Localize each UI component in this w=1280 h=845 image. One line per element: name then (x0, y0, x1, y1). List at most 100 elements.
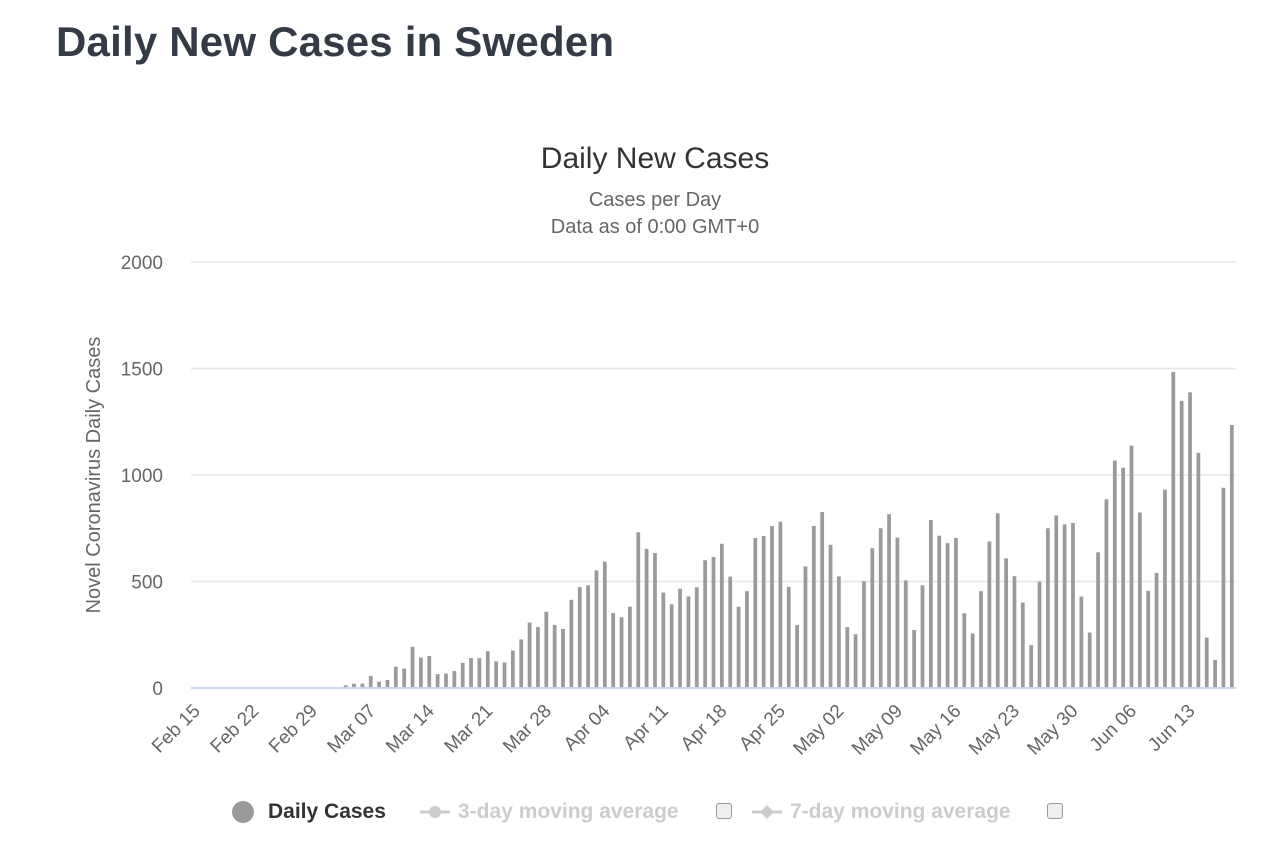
bar[interactable] (987, 541, 992, 688)
bar[interactable] (1154, 572, 1159, 688)
bar[interactable] (653, 552, 657, 688)
bar[interactable] (761, 535, 766, 688)
bar[interactable] (1213, 659, 1217, 688)
bar[interactable] (1046, 528, 1050, 688)
bar[interactable] (753, 538, 758, 688)
bar[interactable] (1062, 524, 1067, 688)
bar[interactable] (694, 587, 699, 688)
bar[interactable] (1196, 452, 1201, 688)
bar[interactable] (1121, 467, 1126, 688)
bar[interactable] (1104, 499, 1109, 688)
bar[interactable] (410, 646, 415, 688)
bar[interactable] (770, 526, 774, 688)
bar[interactable] (594, 570, 599, 688)
bar[interactable] (1096, 552, 1100, 688)
bar[interactable] (427, 656, 432, 688)
bar[interactable] (862, 581, 866, 688)
bar[interactable] (352, 683, 356, 688)
bar[interactable] (786, 586, 791, 688)
bar[interactable] (569, 599, 574, 688)
bar[interactable] (1020, 602, 1025, 688)
bar[interactable] (1037, 581, 1042, 688)
bar[interactable] (644, 548, 649, 688)
bar[interactable] (1171, 372, 1176, 688)
bar[interactable] (1004, 558, 1008, 688)
bar[interactable] (745, 591, 749, 688)
bar[interactable] (577, 587, 582, 688)
bar[interactable] (1012, 576, 1017, 688)
checkbox-3-day-average[interactable] (716, 803, 732, 819)
bar[interactable] (928, 519, 933, 688)
bar[interactable] (703, 560, 708, 688)
bar[interactable] (778, 521, 783, 688)
bar[interactable] (419, 657, 423, 688)
bar[interactable] (937, 535, 942, 688)
bar[interactable] (385, 679, 390, 688)
bar[interactable] (811, 525, 816, 688)
bar[interactable] (686, 596, 691, 688)
bar[interactable] (803, 566, 808, 688)
bar[interactable] (845, 627, 850, 688)
bar[interactable] (970, 633, 975, 688)
bar[interactable] (828, 544, 833, 688)
bar[interactable] (711, 557, 716, 688)
bar[interactable] (1071, 522, 1075, 688)
bar[interactable] (1221, 487, 1226, 688)
bar[interactable] (1229, 424, 1234, 688)
bar[interactable] (510, 650, 515, 688)
bar[interactable] (485, 651, 490, 688)
bar[interactable] (912, 630, 917, 688)
bar[interactable] (393, 666, 398, 688)
bar[interactable] (837, 576, 841, 688)
bar[interactable] (619, 617, 624, 688)
bar[interactable] (561, 628, 565, 688)
bar[interactable] (878, 528, 883, 688)
bar[interactable] (527, 622, 532, 688)
bar[interactable] (870, 548, 875, 688)
bar[interactable] (611, 613, 616, 688)
bar[interactable] (377, 681, 381, 688)
bar[interactable] (602, 561, 607, 688)
legend-item-daily-cases[interactable]: Daily Cases (232, 795, 386, 829)
bar[interactable] (460, 662, 465, 688)
bar[interactable] (536, 627, 540, 688)
bar[interactable] (1054, 515, 1059, 688)
bar[interactable] (903, 580, 908, 688)
bar[interactable] (1204, 637, 1209, 688)
bar[interactable] (962, 613, 967, 688)
bar[interactable] (494, 661, 499, 688)
bar[interactable] (1188, 392, 1192, 688)
legend-item-3-day-average[interactable]: 3-day moving average (420, 795, 679, 829)
bar[interactable] (820, 512, 825, 688)
bar[interactable] (979, 591, 983, 688)
bar[interactable] (552, 624, 557, 688)
bar[interactable] (360, 683, 365, 688)
bar[interactable] (368, 676, 373, 688)
bar[interactable] (719, 543, 724, 688)
bar[interactable] (343, 685, 348, 688)
bar[interactable] (795, 624, 799, 688)
bar[interactable] (435, 674, 440, 688)
bar[interactable] (519, 639, 524, 688)
bar[interactable] (678, 588, 682, 688)
bar[interactable] (1112, 460, 1117, 688)
bar[interactable] (887, 514, 891, 688)
bar[interactable] (1137, 512, 1142, 688)
bar[interactable] (661, 592, 666, 688)
bar[interactable] (853, 634, 858, 688)
legend-item-7-day-average[interactable]: 7-day moving average (752, 795, 1011, 829)
bar[interactable] (1163, 489, 1167, 688)
bar[interactable] (669, 604, 674, 688)
bar[interactable] (477, 658, 482, 688)
bar[interactable] (502, 662, 507, 688)
bar[interactable] (469, 657, 473, 688)
bar[interactable] (1087, 632, 1092, 688)
bar[interactable] (1129, 445, 1134, 688)
bar[interactable] (895, 537, 900, 688)
bar[interactable] (995, 513, 1000, 688)
checkbox-7-day-average[interactable] (1047, 803, 1063, 819)
bar-series-daily-cases[interactable] (343, 372, 1234, 688)
bar[interactable] (628, 606, 632, 688)
bar[interactable] (1079, 596, 1084, 688)
bar[interactable] (1146, 590, 1151, 688)
